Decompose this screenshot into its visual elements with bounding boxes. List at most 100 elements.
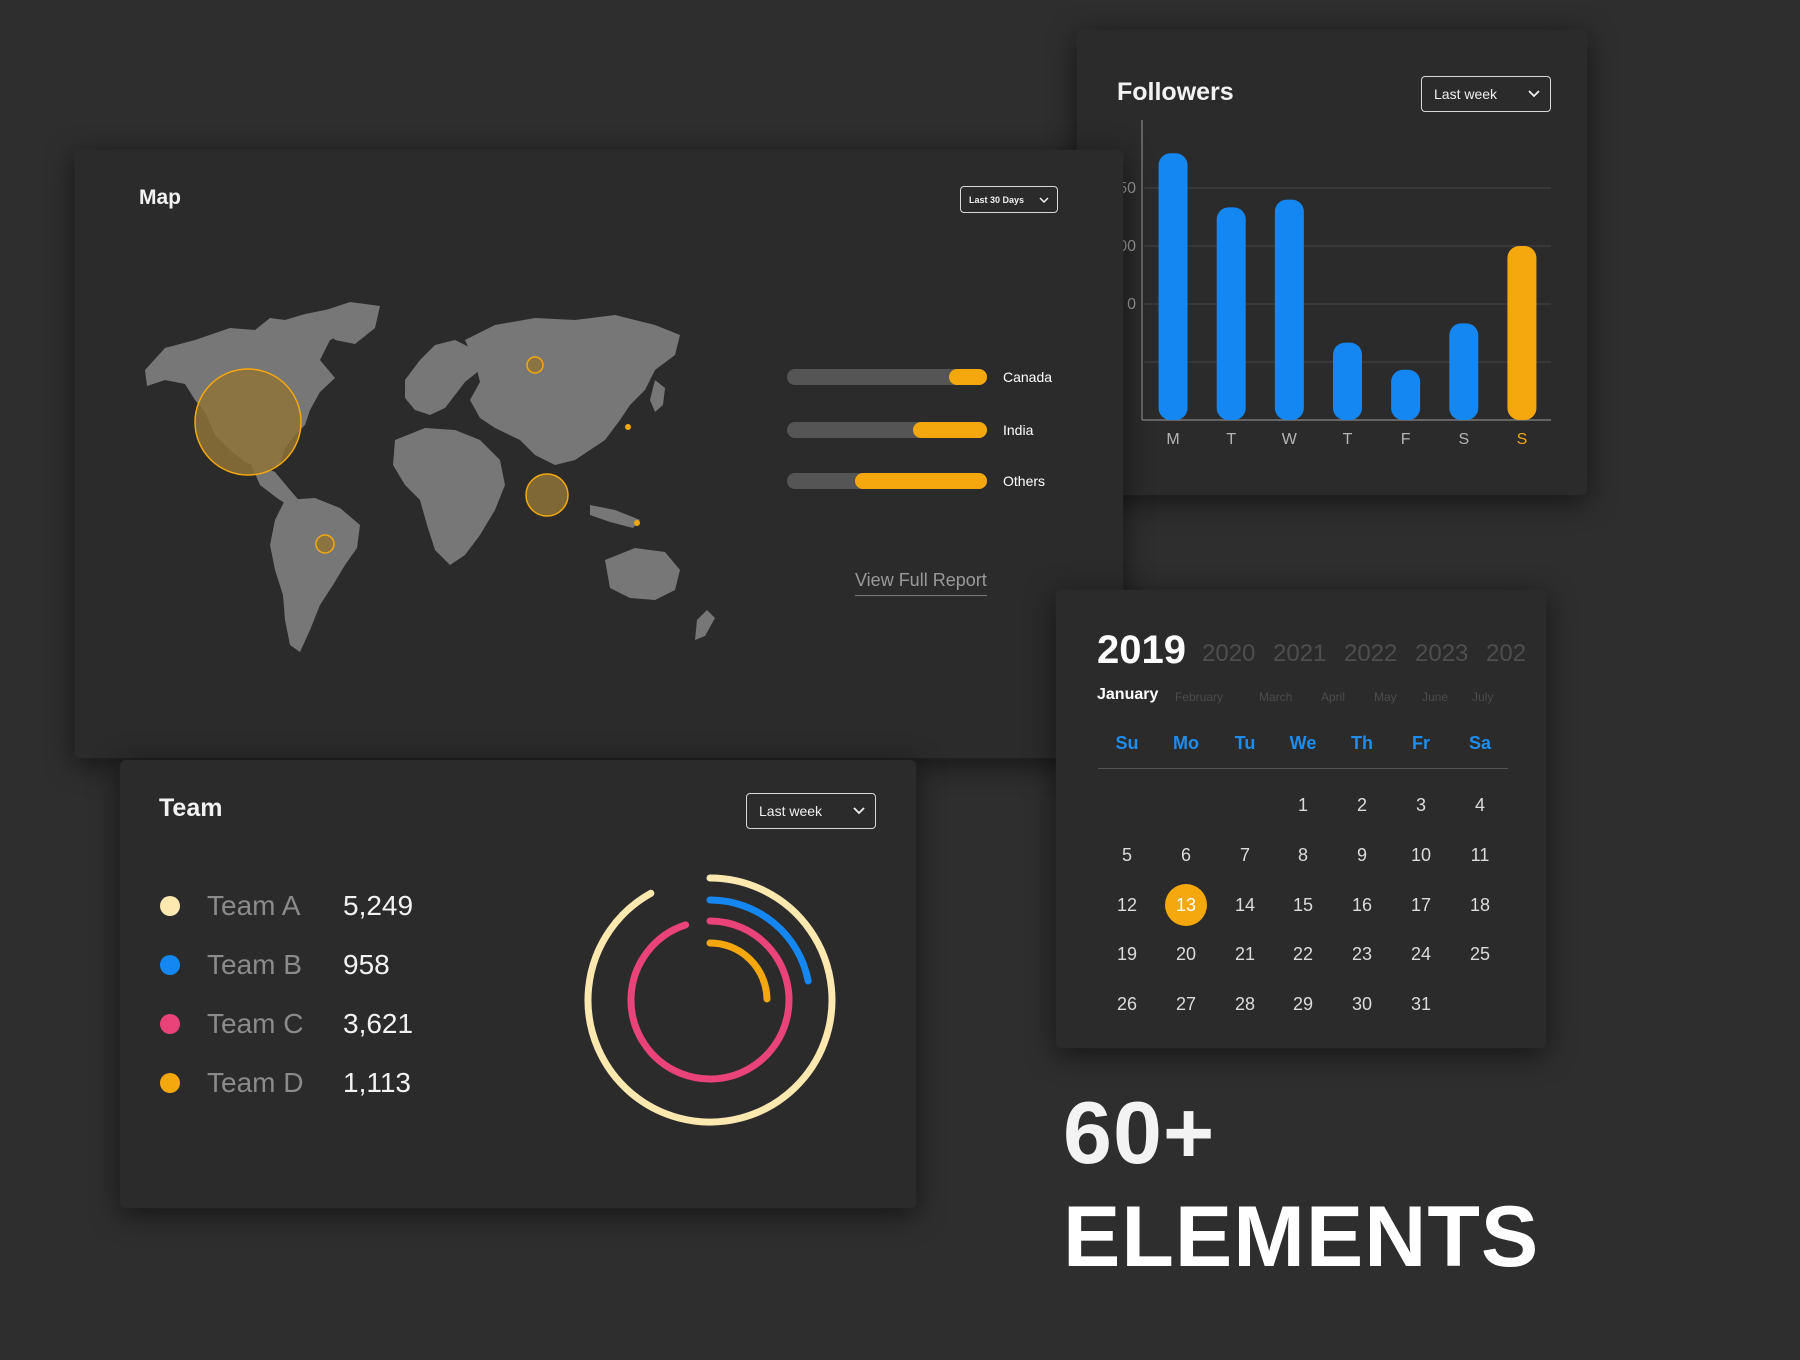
month-option[interactable]: June: [1422, 690, 1449, 704]
calendar-day[interactable]: 27: [1175, 994, 1197, 1014]
year-option[interactable]: 202: [1486, 640, 1527, 667]
month-option[interactable]: July: [1472, 690, 1494, 704]
map-europe: [405, 340, 480, 415]
calendar-day[interactable]: 7: [1239, 845, 1250, 865]
calendar-day[interactable]: 26: [1116, 994, 1138, 1014]
view-full-report-link[interactable]: View Full Report: [855, 570, 987, 596]
team-legend-item: Team A 5,249: [160, 886, 413, 926]
month-option[interactable]: February: [1175, 690, 1224, 704]
calendar-day[interactable]: 8: [1297, 845, 1308, 865]
calendar-day[interactable]: 11: [1470, 845, 1490, 865]
weekday-label: We: [1289, 733, 1317, 753]
map-bubble-russia: [526, 356, 544, 374]
followers-bar: [1449, 323, 1479, 420]
calendar-day-selected[interactable]: 13: [1165, 884, 1207, 926]
team-value: 958: [343, 949, 390, 980]
team-legend-item: Team D 1,113: [160, 1063, 411, 1103]
team-ring-arc: [627, 921, 690, 1077]
calendar-day[interactable]: 30: [1351, 994, 1373, 1014]
month-option[interactable]: March: [1259, 690, 1293, 704]
calendar-day[interactable]: 12: [1116, 895, 1138, 915]
map-title: Map: [139, 186, 181, 209]
month-option[interactable]: May: [1374, 690, 1397, 704]
team-range-dropdown[interactable]: Last week: [746, 793, 876, 829]
weekday-label: Tu: [1234, 733, 1256, 753]
calendar-day[interactable]: 5: [1121, 845, 1132, 865]
weekday-label: Th: [1351, 733, 1373, 753]
calendar-day[interactable]: 3: [1415, 795, 1426, 815]
calendar-day[interactable]: 18: [1469, 895, 1491, 915]
followers-x-tick-label: T: [1343, 431, 1353, 448]
weekday-divider: [1098, 768, 1508, 769]
team-range-label: Last week: [759, 803, 823, 819]
map-japan: [650, 380, 665, 412]
weekday-label: Fr: [1412, 733, 1430, 753]
calendar-day[interactable]: 20: [1175, 944, 1197, 964]
year-option[interactable]: 2021: [1273, 640, 1327, 667]
month-option[interactable]: April: [1321, 690, 1346, 704]
followers-y-tick-label: 0: [1127, 296, 1136, 313]
chevron-down-icon: [1039, 196, 1049, 203]
map-range-label: Last 30 Days: [969, 194, 1025, 205]
country-label: Others: [1003, 473, 1046, 489]
map-range-dropdown[interactable]: Last 30 Days: [960, 186, 1058, 213]
calendar-day[interactable]: 6: [1180, 845, 1191, 865]
year-selected[interactable]: 2019: [1097, 628, 1186, 672]
team-ring-arc: [676, 917, 793, 1083]
promo-line-2: ELEMENTS: [1063, 1189, 1540, 1285]
year-option[interactable]: 2020: [1202, 640, 1256, 667]
chevron-down-icon: [1528, 90, 1540, 98]
calendar-day[interactable]: 16: [1351, 895, 1373, 915]
map-australia: [605, 548, 680, 600]
calendar-day[interactable]: 4: [1474, 795, 1485, 815]
map-central-america: [250, 462, 303, 510]
team-ring-arc: [706, 939, 771, 1003]
year-option[interactable]: 2022: [1344, 640, 1398, 667]
calendar-day[interactable]: 22: [1292, 944, 1314, 964]
followers-bar: [1507, 246, 1537, 420]
team-card: Team Last week Team A 5,249 Team B 958 Team …: [120, 760, 916, 1208]
calendar-day[interactable]: 23: [1351, 944, 1373, 964]
calendar-day[interactable]: 1: [1297, 795, 1308, 815]
followers-x-tick-label: F: [1401, 431, 1411, 448]
calendar-day[interactable]: 2: [1356, 795, 1367, 815]
map-south-america: [270, 498, 360, 652]
followers-card: Followers Last week 50 00 0 M T W T F S S: [1077, 30, 1587, 495]
followers-bar: [1391, 369, 1421, 420]
country-bar-track: [787, 369, 987, 385]
country-label: India: [1003, 422, 1034, 438]
team-name: Team D: [207, 1067, 304, 1098]
followers-x-tick-label: M: [1166, 431, 1179, 448]
followers-range-dropdown[interactable]: Last week: [1421, 76, 1551, 112]
calendar-day[interactable]: 14: [1234, 895, 1256, 915]
followers-bar: [1216, 207, 1246, 420]
calendar-day[interactable]: 29: [1292, 994, 1314, 1014]
year-option[interactable]: 2023: [1415, 640, 1469, 667]
map-asia: [465, 315, 680, 465]
followers-bar: [1158, 153, 1188, 420]
weekday-label: Mo: [1173, 733, 1199, 753]
team-color-dot: [160, 896, 180, 916]
calendar-day[interactable]: 9: [1356, 845, 1367, 865]
calendar-day[interactable]: 25: [1469, 944, 1491, 964]
calendar-day[interactable]: 31: [1410, 994, 1432, 1014]
team-legend-item: Team C 3,621: [160, 1004, 413, 1044]
calendar-day[interactable]: 17: [1410, 895, 1432, 915]
team-color-dot: [160, 955, 180, 975]
team-name: Team B: [207, 949, 302, 980]
calendar-day[interactable]: 10: [1410, 845, 1432, 865]
calendar-day[interactable]: 28: [1234, 994, 1256, 1014]
map-bubble-indonesia: [634, 520, 640, 526]
followers-title: Followers: [1117, 78, 1234, 106]
map-bubble-brazil: [315, 534, 335, 554]
calendar-day[interactable]: 15: [1292, 895, 1314, 915]
calendar-day[interactable]: 24: [1410, 944, 1432, 964]
calendar-day[interactable]: 19: [1116, 944, 1138, 964]
calendar-day[interactable]: 21: [1234, 944, 1256, 964]
month-selected[interactable]: January: [1097, 686, 1159, 703]
team-name: Team C: [207, 1008, 304, 1039]
country-bar-fill: [913, 422, 987, 438]
chevron-down-icon: [853, 807, 865, 815]
map-islands: [590, 505, 640, 528]
